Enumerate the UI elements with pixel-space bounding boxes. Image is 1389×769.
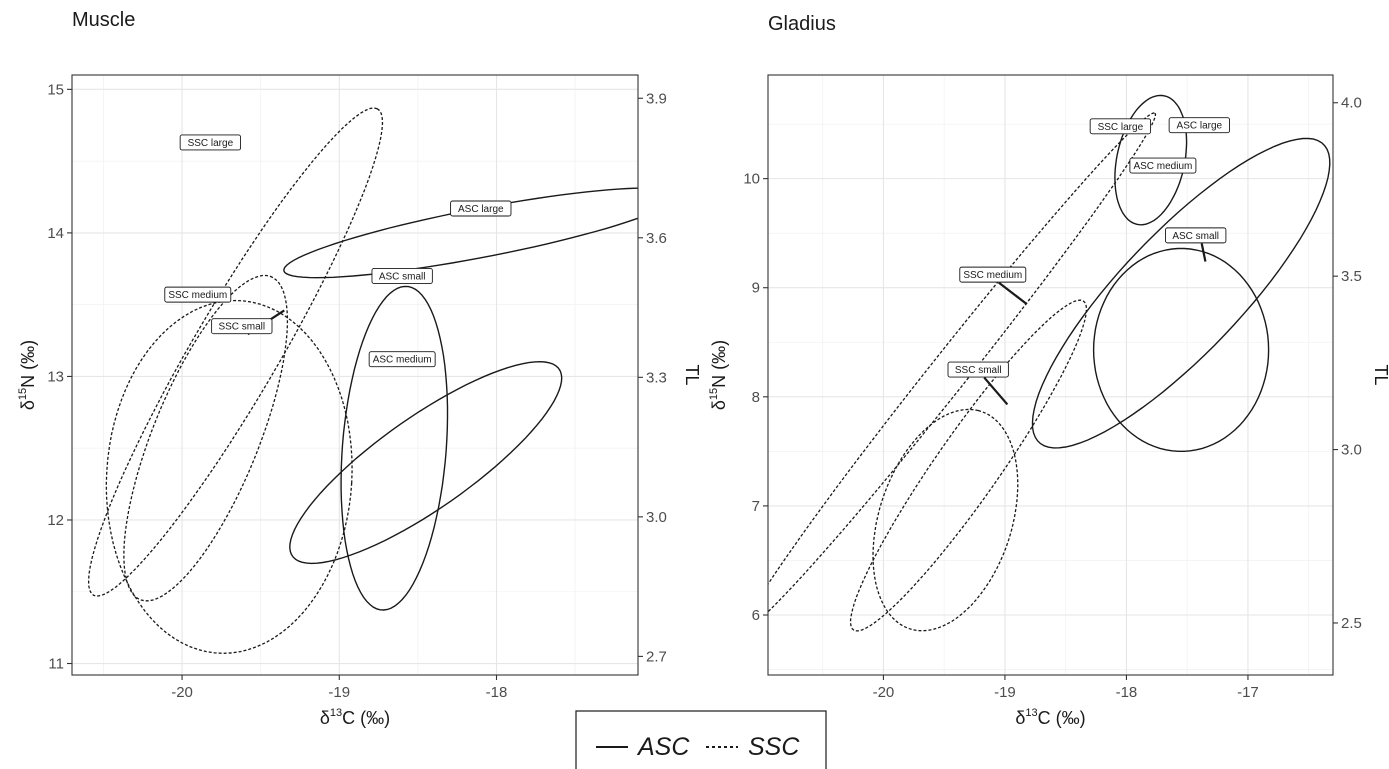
muscle-y-axis-title: δ15N (‰) [17,340,38,410]
muscle-xtick-label: -19 [328,684,350,701]
muscle-xtick-label: -18 [486,684,508,701]
gladius-ytick-label: 8 [752,389,760,406]
gladius-ytick-label: 6 [752,607,760,624]
gladius-ellipse-asc-large [1114,94,1188,226]
muscle-ellipses [87,107,638,654]
gladius-panel: Gladius 6 7 8 9 10 2.5 3.0 3.5 4.0 -20 -19 -18 -17 δ13… [708,13,1389,728]
gladius-xtick-label: -18 [1116,684,1138,701]
gladius-xtick-label: -19 [994,684,1016,701]
gladius-xtick-label: -20 [873,684,895,701]
muscle-y2tick-label: 3.6 [646,230,667,247]
legend: ASC SSC [575,710,827,769]
muscle-ellipse-asc-medium [289,360,563,565]
muscle-y2-axis-title: TL [682,364,702,385]
gladius-label-ssc-small: SSC small [955,365,1002,376]
gladius-leader-asc-small [1200,243,1207,262]
gladius-y2tick-label: 2.5 [1341,615,1362,632]
muscle-ytick-label: 14 [47,225,64,242]
muscle-label-box-ssc-medium [164,286,232,303]
gladius-label-box-asc-medium [1129,157,1197,174]
gladius-label-asc-large: ASC large [1177,121,1223,132]
gladius-ellipses [768,94,1331,632]
muscle-label-ssc-medium: SSC medium [168,290,227,301]
gladius-border [767,74,1334,676]
muscle-ytick-label: 12 [47,512,64,529]
muscle-ellipse-ssc-small [105,299,353,654]
gladius-label-asc-medium: ASC medium [1133,161,1192,172]
gladius-y2-axis-title: TL [1371,364,1389,385]
gladius-title: Gladius [768,13,836,35]
gladius-label-box-asc-large [1168,117,1230,134]
gladius-y2tick-label: 3.5 [1341,268,1362,285]
muscle-label-box-asc-medium [368,351,436,368]
gladius-label-asc-small: ASC small [1172,231,1219,242]
gladius-ytick-label: 10 [743,171,760,188]
gladius-label-ssc-large: SSC large [1098,122,1144,133]
muscle-label-asc-small: ASC small [379,271,426,282]
muscle-ellipse-ssc-medium [123,274,289,602]
gladius-ellipse-ssc-medium [849,299,1088,632]
muscle-ellipse-ssc-large [87,107,384,597]
muscle-grid [72,75,638,675]
muscle-label-box-ssc-large [179,134,242,151]
muscle-ellipse-asc-small [340,285,449,611]
legend-box [575,710,827,769]
gladius-y2tick-label: 4.0 [1341,95,1362,112]
gladius-ytick-label: 9 [752,280,760,297]
gladius-leader-ssc-medium [998,281,1028,305]
muscle-label-box-asc-small [371,268,433,284]
gladius-ellipse-asc-medium [1031,137,1331,449]
gladius-y-axis-title: δ15N (‰) [708,340,729,410]
muscle-label-ssc-large: SSC large [188,138,234,149]
muscle-label-box-asc-large [450,200,512,217]
gladius-label-ssc-medium: SSC medium [963,270,1022,281]
muscle-label-asc-large: ASC large [458,204,504,215]
gladius-label-box-asc-small [1165,227,1227,244]
muscle-label-asc-medium: ASC medium [373,355,432,366]
muscle-y2tick-label: 2.7 [646,648,667,665]
gladius-ellipse-ssc-large [768,112,1157,613]
muscle-border [71,74,639,676]
muscle-panel: Muscle 11 12 13 14 15 2.7 3.0 3.3 3.6 3.9 -20 -19 -18… [17,9,702,728]
gladius-grid [768,75,1333,675]
muscle-ytick-label: 15 [47,81,64,98]
gladius-label-box-ssc-large [1089,118,1152,135]
gladius-xtick-label: -17 [1237,684,1259,701]
gladius-ytick-label: 7 [752,498,760,515]
muscle-ytick-label: 13 [47,368,64,385]
legend-label-ssc: SSC [748,733,800,761]
muscle-y2tick-label: 3.3 [646,369,667,386]
gladius-label-box-ssc-medium [959,266,1027,283]
muscle-label-ssc-small: SSC small [218,322,265,333]
gladius-leader-ssc-small [983,376,1009,406]
muscle-xtick-label: -20 [171,684,193,701]
muscle-y2tick-label: 3.9 [646,90,667,107]
legend-label-asc: ASC [636,733,690,761]
muscle-ytick-label: 11 [48,656,64,673]
muscle-ellipse-asc-large [283,187,638,279]
muscle-x-axis-title: δ13C (‰) [320,707,390,728]
gladius-x-axis-title: δ13C (‰) [1015,707,1085,728]
gladius-label-box-ssc-small [947,361,1009,378]
gladius-ellipse-asc-small [1092,247,1270,452]
gladius-y2tick-label: 3.0 [1341,442,1362,459]
muscle-title: Muscle [72,9,135,31]
muscle-y2tick-label: 3.0 [646,509,667,526]
muscle-label-box-ssc-small [211,318,273,335]
